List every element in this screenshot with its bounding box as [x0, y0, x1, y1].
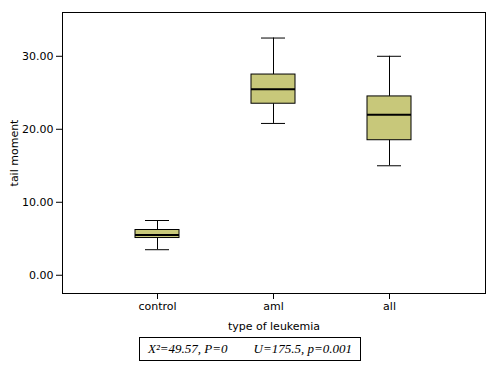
html-text:X²=49.57, P=0 U=175.5, p=0.001: X²=49.57, P=0 U=175.5, p=0.001	[148, 341, 352, 356]
svg-text:tail moment: tail moment	[8, 119, 21, 187]
svg-text:aml: aml	[263, 300, 284, 313]
svg-text:control: control	[138, 300, 176, 313]
svg-text:10.00: 10.00	[22, 196, 54, 209]
svg-text:30.00: 30.00	[22, 50, 54, 63]
svg-text:type of leukemia: type of leukemia	[228, 320, 320, 333]
svg-text:0.00: 0.00	[29, 269, 54, 282]
svg-text:20.00: 20.00	[22, 123, 54, 136]
svg-text:all: all	[383, 300, 396, 313]
